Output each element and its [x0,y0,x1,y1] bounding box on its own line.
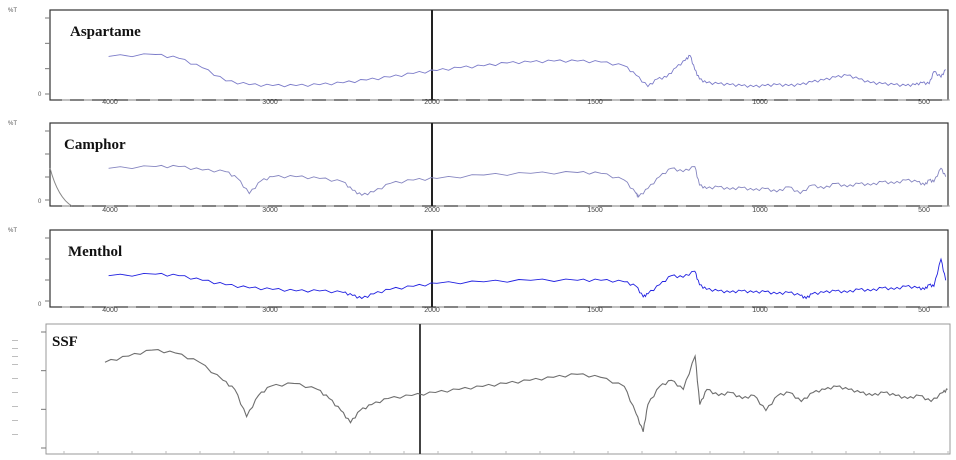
spectrum-line [108,164,947,199]
x-tick-label: 2000 [424,307,440,314]
spectrum-chart-ssf: --- --- --- --- --- --- --- --- --- SSF [12,323,951,455]
y-tick-label: 0 [38,92,42,98]
x-tick-label: 1000 [752,99,768,106]
spectrum-title: Menthol [68,244,122,260]
spectrum-title: Aspartame [70,24,141,40]
y-tick-label: --- [12,354,18,360]
spectrum-panel-aspartame: %T 0 4000 3000 2000 1500 1000 500 Aspartame [0,0,956,113]
x-tick-label: 1000 [752,207,768,214]
y-tick-label: --- [12,390,18,396]
spectrum-panel-camphor: %T 0 4000 3000 2000 1500 1000 500 Camphor [0,113,956,220]
x-tick-label: 500 [918,99,930,106]
spectrum-title: SSF [52,334,78,350]
x-tick-label: 3000 [262,207,278,214]
plot-frame [49,9,949,101]
plot-frame [49,122,949,207]
x-tick-label: 3000 [262,99,278,106]
y-tick-label: --- [12,346,18,352]
x-tick-label: 2000 [424,99,440,106]
x-tick-label: 1000 [752,307,768,314]
y-tick-label: 0 [38,302,42,308]
x-tick-label: 1500 [587,99,603,106]
spectrum-chart-aspartame: %T 0 4000 3000 2000 1500 1000 500 Aspartame [8,8,950,106]
x-tick-label: 1500 [587,307,603,314]
plot-frame [45,323,951,455]
y-tick-label: --- [12,338,18,344]
spectrum-line [108,53,946,88]
x-tick-label: 4000 [102,307,118,314]
spectrum-line [104,349,948,432]
x-tick-label: 4000 [102,99,118,106]
y-axis-label: %T [8,121,17,127]
x-tick-label: 4000 [102,207,118,214]
y-tick-label: --- [12,432,18,438]
y-tick-label: --- [12,362,18,368]
spectrum-line [108,257,947,300]
x-tick-label: 500 [918,307,930,314]
y-tick-label: --- [12,418,18,424]
y-tick-label: 0 [38,199,42,205]
x-tick-label: 500 [918,207,930,214]
spectrum-panel-ssf: --- --- --- --- --- --- --- --- --- SSF [0,320,956,460]
spectrum-panel-menthol: %T 0 4000 3000 2000 1500 1000 500 Menthol [0,220,956,320]
y-tick-label: --- [12,404,18,410]
spectrum-title: Camphor [64,137,126,153]
x-tick-label: 1500 [587,207,603,214]
y-axis-label: %T [8,8,17,14]
x-tick-label: 2000 [424,207,440,214]
edge-artifact [49,167,73,207]
x-tick-label: 3000 [262,307,278,314]
y-tick-label: --- [12,376,18,382]
y-axis-label: %T [8,228,17,234]
plot-frame [49,229,949,308]
spectrum-chart-menthol: %T 0 4000 3000 2000 1500 1000 500 Menthol [8,228,950,314]
spectrum-chart-camphor: %T 0 4000 3000 2000 1500 1000 500 Camphor [8,121,950,214]
